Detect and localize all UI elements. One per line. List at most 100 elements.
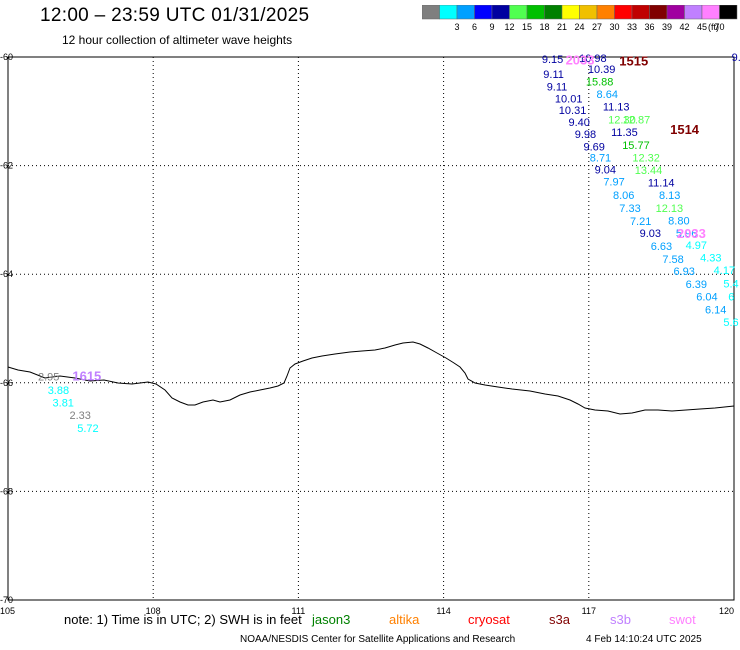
legend-tick-label: 27 xyxy=(592,22,602,32)
wave-height-label: 9.15 xyxy=(542,54,563,66)
wave-height-label: 6.14 xyxy=(705,304,726,316)
wave-height-label: 9.98 xyxy=(575,129,596,141)
lon-tick-label: 105 xyxy=(0,606,15,616)
wave-height-label: 9.69 xyxy=(583,142,604,154)
generated-timestamp: 4 Feb 14:10:24 UTC 2025 xyxy=(586,634,702,645)
pass-time-label: 2033 xyxy=(566,53,595,68)
wave-height-label: 7.21 xyxy=(630,216,651,228)
pass-time-label: 2033 xyxy=(677,226,706,241)
wave-height-label: 9.03 xyxy=(640,228,661,240)
chart-title: 12:00 – 23:59 UTC 01/31/2025 xyxy=(40,5,310,26)
wave-height-label: 9.11 xyxy=(547,81,568,93)
wave-height-label: 3.81 xyxy=(53,397,74,409)
lat-tick-label: -64 xyxy=(0,269,13,279)
wave-height-label: 15.88 xyxy=(586,76,614,88)
wave-height-label: 12.32 xyxy=(632,152,660,164)
wave-height-label: 9.04 xyxy=(595,164,616,176)
satellite-cryosat: cryosat xyxy=(468,612,510,627)
wave-height-label: 8.64 xyxy=(597,89,618,101)
lat-tick-label: -70 xyxy=(0,595,13,605)
lon-tick-label: 117 xyxy=(582,606,596,616)
legend-tick-label: 9 xyxy=(489,22,494,32)
wave-height-label: 7.97 xyxy=(603,176,624,188)
wave-height-label: 8.06 xyxy=(613,190,634,202)
wave-height-label: 6.63 xyxy=(651,241,672,253)
axis-labels: 105 108 111 114 117 120 -60 -62 -64 -66 -68 -70 xyxy=(0,52,734,616)
wave-height-label: 8.80 xyxy=(668,215,689,227)
wave-height-label: 2.95 xyxy=(38,371,59,383)
footnote: note: 1) Time is in UTC; 2) SWH is in fe… xyxy=(64,612,302,627)
wave-height-label: 9.40 xyxy=(568,117,589,129)
legend-tick-label: 3 xyxy=(454,22,459,32)
lon-tick-label: 114 xyxy=(436,606,450,616)
wave-height-label: 10.01 xyxy=(555,93,583,105)
wave-height-label: 7.58 xyxy=(662,254,683,266)
map-frame xyxy=(7,56,735,601)
lon-tick-label: 108 xyxy=(146,606,161,616)
credit-line: NOAA/NESDIS Center for Satellite Applica… xyxy=(240,634,516,645)
wave-height-label: 13.44 xyxy=(635,165,663,177)
pass-time-label: 1514 xyxy=(670,122,700,137)
wave-height-label: 12.30 xyxy=(608,114,636,126)
satellite-s3a: s3a xyxy=(549,612,570,627)
legend-swatch xyxy=(719,5,738,20)
coastline xyxy=(7,341,735,415)
legend-tick-label: 33 xyxy=(627,22,637,32)
wave-height-label: 10.39 xyxy=(588,64,616,76)
wave-height-label: 5.72 xyxy=(77,423,98,435)
wave-height-label: 5.4 xyxy=(723,278,738,290)
satellite-swot: swot xyxy=(669,612,696,627)
legend-tick-label: 6 xyxy=(472,22,477,32)
legend-tick-label: 36 xyxy=(644,22,654,32)
lat-tick-label: -62 xyxy=(0,161,13,171)
wave-height-label: 9. xyxy=(732,52,740,64)
wave-height-label: 7.33 xyxy=(619,203,640,215)
legend-tick-label: 18 xyxy=(539,22,549,32)
wave-height-label: 8.13 xyxy=(659,190,680,202)
legend-tick-label: 30 xyxy=(609,22,619,32)
satellite-jason3: jason3 xyxy=(312,612,351,627)
legend-tick-label: 70 xyxy=(714,22,724,32)
lat-tick-label: -60 xyxy=(0,52,13,62)
wave-height-label: 6.39 xyxy=(686,279,707,291)
satellite-altika: altika xyxy=(389,612,420,627)
satellite-legend: jason3 altika cryosat s3a s3b swot xyxy=(0,612,740,628)
lon-tick-label: 111 xyxy=(292,606,306,616)
wave-height-label: 3.88 xyxy=(48,385,69,397)
wave-height-label: 5.6 xyxy=(723,317,738,329)
wave-height-label: 5.96 xyxy=(676,228,697,240)
color-legend: 3 6 9 12 15 18 21 24 27 30 33 36 39 42 45 70(ft) xyxy=(422,5,738,32)
chart-subtitle: 12 hour collection of altimeter wave hei… xyxy=(62,33,293,47)
wave-height-label: 4.17 xyxy=(714,265,735,277)
lat-tick-label: -68 xyxy=(0,486,13,496)
wave-height-label: 10.98 xyxy=(579,53,607,65)
legend-tick-label: 45 xyxy=(697,22,707,32)
legend-tick-label: 42 xyxy=(679,22,689,32)
wave-height-label: 4.97 xyxy=(686,240,707,252)
wave-height-label: 6.04 xyxy=(696,291,717,303)
legend-tick-label: 24 xyxy=(574,22,584,32)
wave-height-label: 6 xyxy=(728,291,734,303)
wave-height-label: 2.33 xyxy=(69,410,90,422)
pass-time-label: 1615 xyxy=(72,369,101,384)
pass-labels: 2033 1515 1514 2033 1615 xyxy=(72,53,705,384)
wave-height-label: 12.87 xyxy=(623,114,651,126)
wave-height-label: 9.11 xyxy=(543,69,564,81)
wave-height-label: 4.33 xyxy=(700,252,721,264)
wave-height-label: 11.13 xyxy=(603,101,630,113)
wave-height-label: 15.77 xyxy=(622,140,650,152)
wave-height-label: 8.71 xyxy=(590,152,611,164)
observation-labels: 9.159.119.1110.0110.319.409.989.698.719.… xyxy=(38,52,740,435)
lon-tick-label: 120 xyxy=(719,606,734,616)
lat-tick-label: -66 xyxy=(0,378,13,388)
wave-height-label: 12.13 xyxy=(656,203,684,215)
wave-height-label: 11.35 xyxy=(611,127,638,139)
legend-tick-label: 12 xyxy=(504,22,514,32)
wave-height-label: 10.31 xyxy=(559,105,587,117)
satellite-s3b: s3b xyxy=(610,612,631,627)
legend-tick-label: 21 xyxy=(557,22,567,32)
legend-unit: (ft) xyxy=(708,22,719,32)
wave-height-label: 6.93 xyxy=(674,266,695,278)
pass-time-label: 1515 xyxy=(619,53,648,68)
